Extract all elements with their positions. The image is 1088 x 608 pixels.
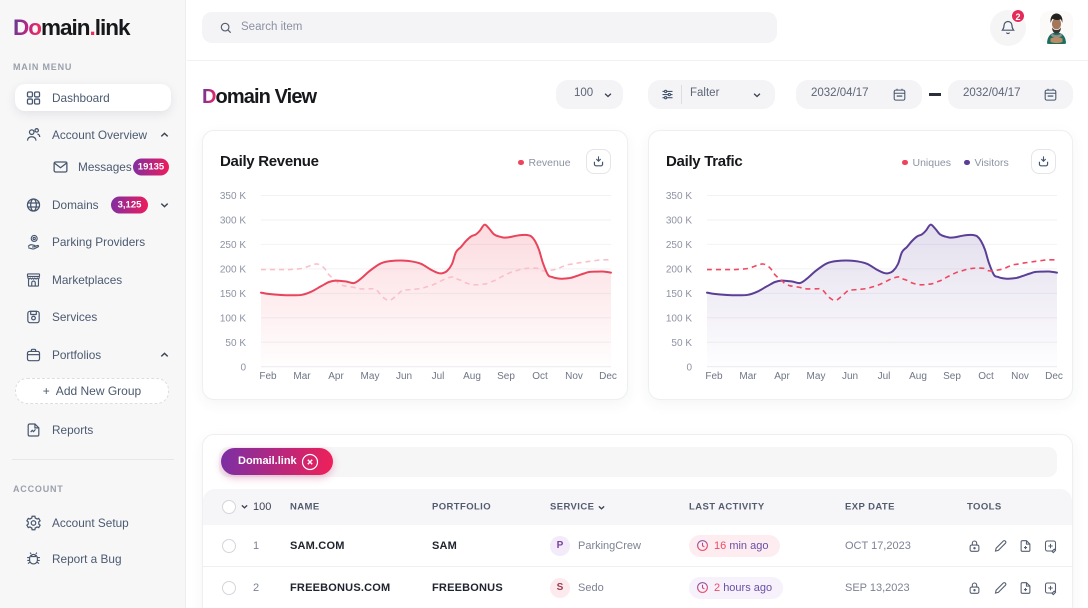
svg-text:350 K: 350 K: [666, 191, 692, 202]
svg-text:0: 0: [240, 362, 246, 373]
svg-text:0: 0: [686, 362, 692, 373]
svg-text:Sep: Sep: [497, 371, 515, 382]
svg-text:Aug: Aug: [463, 371, 481, 382]
svg-text:150 K: 150 K: [220, 289, 246, 300]
svg-text:350 K: 350 K: [220, 191, 246, 202]
svg-text:Aug: Aug: [909, 371, 927, 382]
svg-text:100 K: 100 K: [666, 313, 692, 324]
svg-text:Dec: Dec: [1045, 371, 1063, 382]
svg-text:200 K: 200 K: [666, 264, 692, 275]
svg-text:200 K: 200 K: [220, 264, 246, 275]
svg-text:Feb: Feb: [705, 371, 723, 382]
svg-text:Jun: Jun: [396, 371, 412, 382]
svg-text:300 K: 300 K: [666, 216, 692, 227]
svg-text:Mar: Mar: [739, 371, 757, 382]
svg-text:May: May: [807, 371, 826, 382]
svg-text:May: May: [361, 371, 380, 382]
svg-text:Jul: Jul: [432, 371, 445, 382]
svg-text:150 K: 150 K: [666, 289, 692, 300]
svg-text:100 K: 100 K: [220, 313, 246, 324]
svg-text:50 K: 50 K: [225, 338, 246, 349]
svg-text:Sep: Sep: [943, 371, 961, 382]
svg-text:Apr: Apr: [328, 371, 344, 382]
svg-text:Oct: Oct: [532, 371, 548, 382]
svg-text:Jun: Jun: [842, 371, 858, 382]
svg-text:50 K: 50 K: [671, 338, 692, 349]
svg-text:Nov: Nov: [1011, 371, 1029, 382]
svg-text:Apr: Apr: [774, 371, 790, 382]
svg-text:250 K: 250 K: [220, 240, 246, 251]
svg-text:300 K: 300 K: [220, 216, 246, 227]
svg-text:Oct: Oct: [978, 371, 994, 382]
svg-text:Dec: Dec: [599, 371, 617, 382]
svg-text:250 K: 250 K: [666, 240, 692, 251]
svg-text:Mar: Mar: [293, 371, 311, 382]
svg-text:Jul: Jul: [878, 371, 891, 382]
svg-text:Nov: Nov: [565, 371, 583, 382]
svg-text:Feb: Feb: [259, 371, 277, 382]
